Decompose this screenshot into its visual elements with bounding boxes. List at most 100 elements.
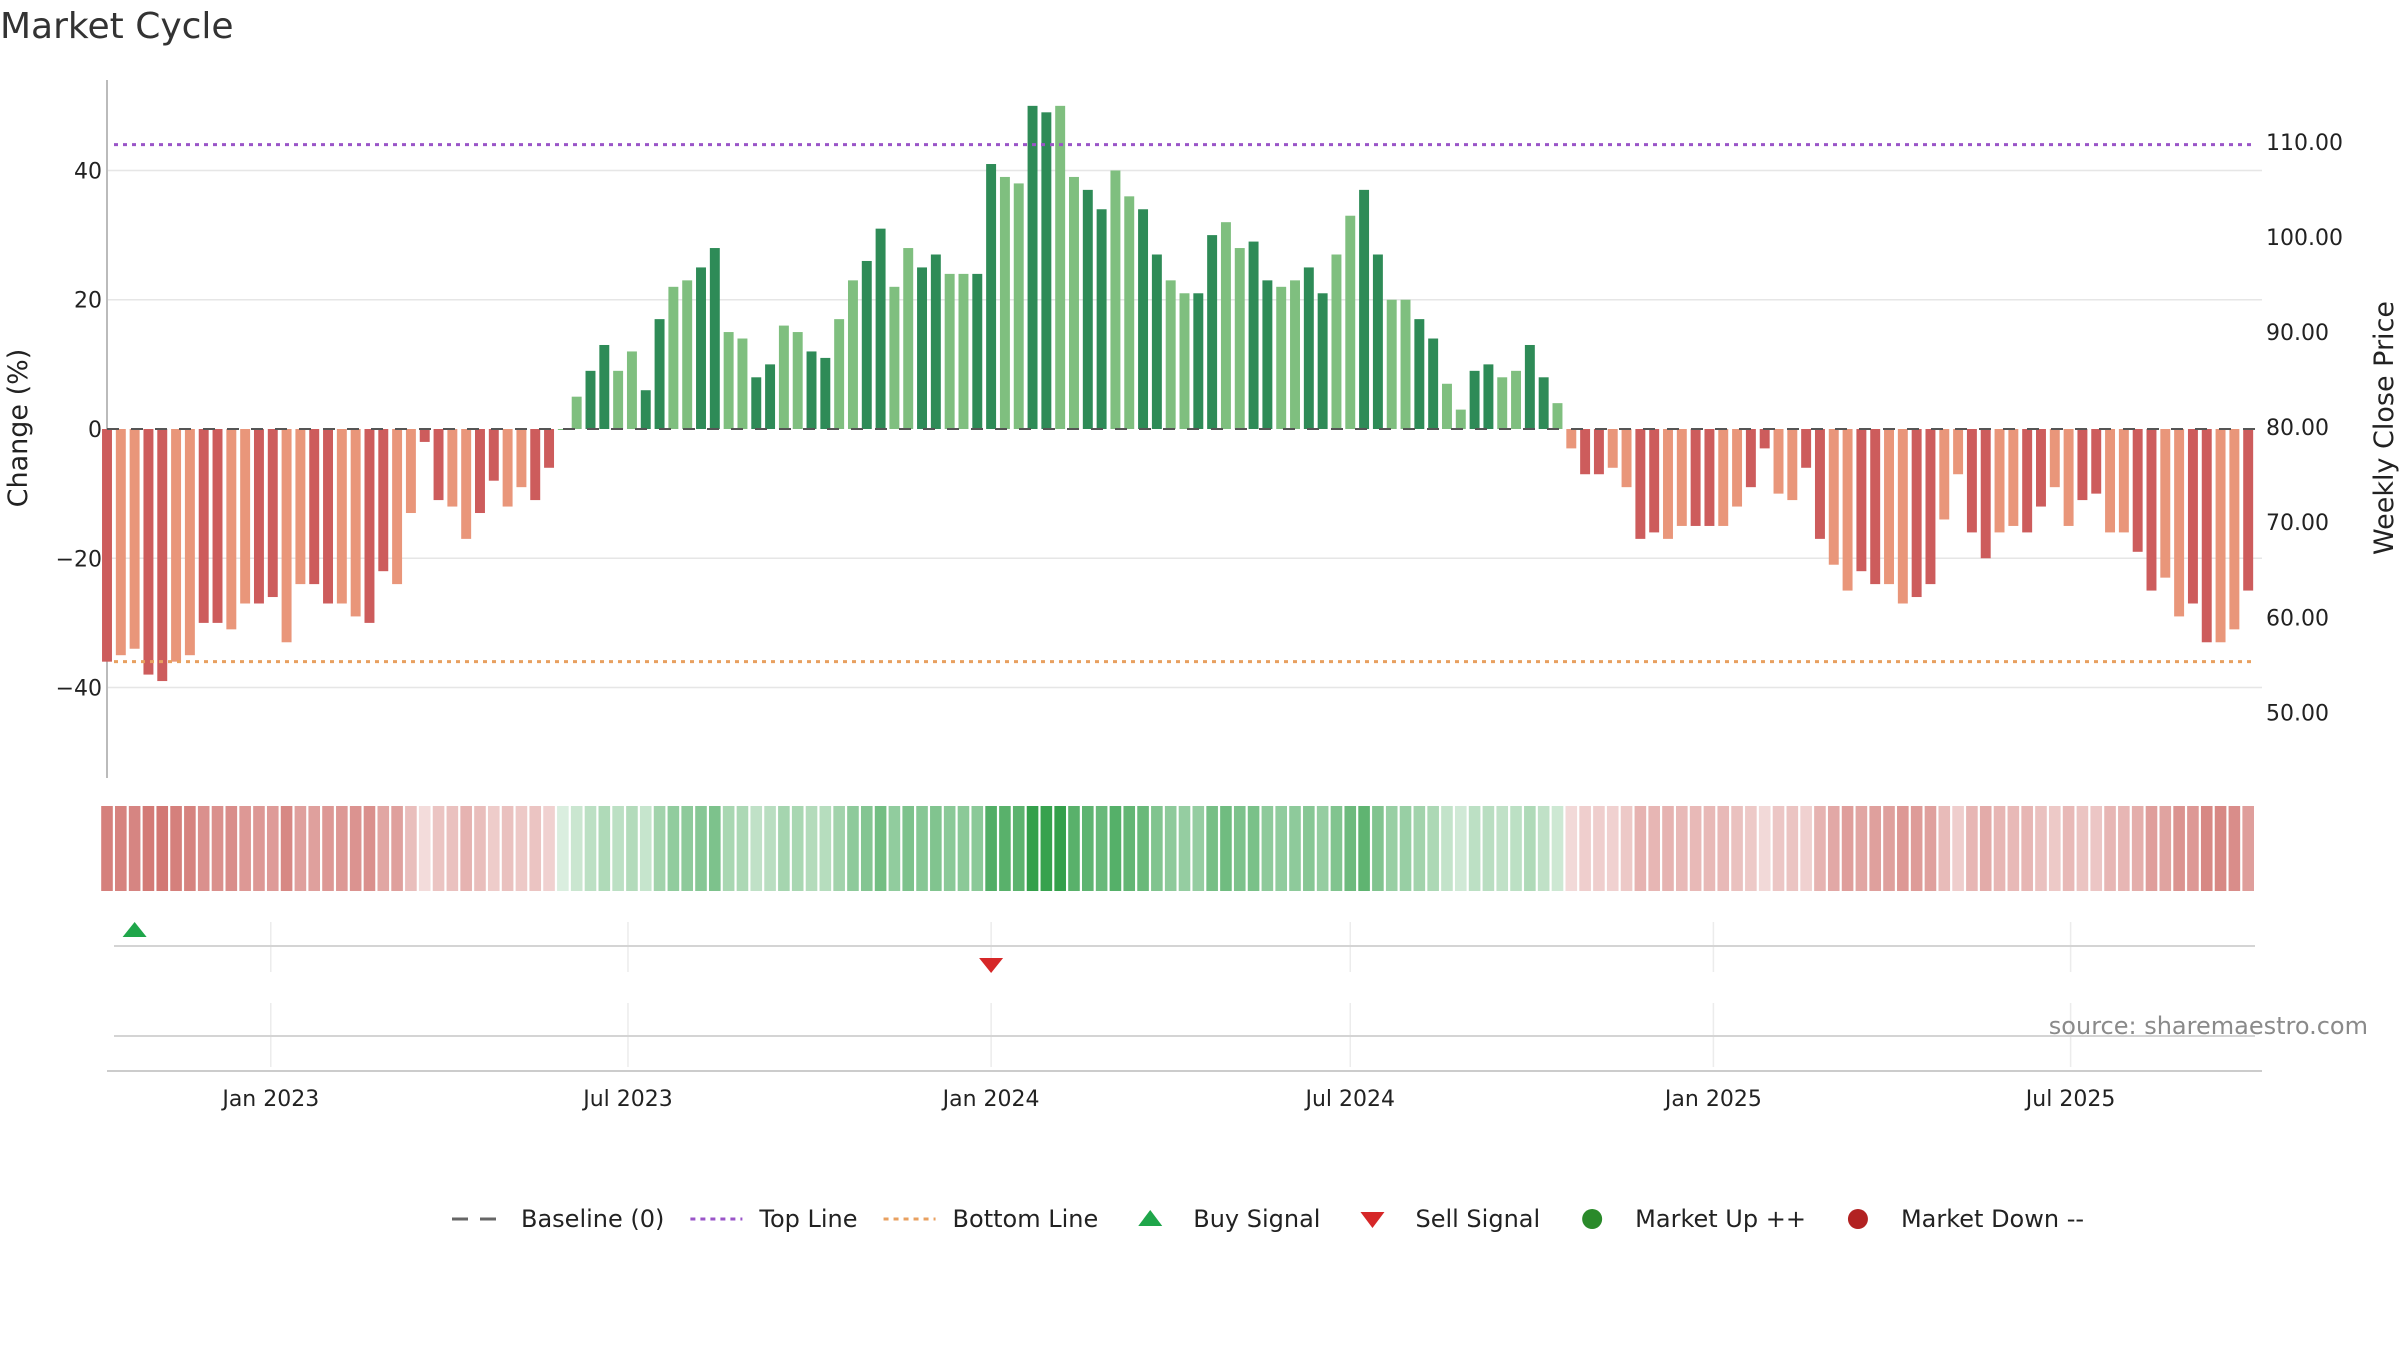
heat-cell [322, 806, 334, 891]
bar [847, 280, 858, 429]
bar [1980, 429, 1991, 559]
bar [1676, 429, 1687, 526]
bar [2229, 429, 2240, 630]
bar [1234, 248, 1245, 429]
heat-cell [1012, 806, 1025, 891]
heat-cell [888, 806, 901, 891]
bar [2215, 429, 2226, 643]
bar [737, 338, 748, 429]
bar [1110, 170, 1121, 429]
bar [723, 332, 734, 429]
bar [930, 254, 941, 429]
heat-cell [2228, 806, 2241, 891]
bar [1787, 429, 1798, 501]
heat-strip [101, 806, 2254, 891]
legend-label: Baseline (0) [521, 1205, 664, 1233]
bar [392, 429, 403, 585]
right-tick-label: 90.00 [2266, 321, 2329, 346]
bar [1082, 189, 1093, 429]
x-axis-ticks: Jan 2023 Jul 2023 Jan 2024 Jul 2024 Jan 2025… [220, 1087, 2115, 1112]
bar [668, 286, 679, 429]
heat-cell [2145, 806, 2158, 891]
bar [323, 429, 333, 604]
bar [1911, 429, 1922, 598]
bar [1469, 370, 1480, 429]
bar [1814, 429, 1825, 539]
bar [806, 351, 817, 429]
heat-cell [722, 806, 735, 891]
heat-cell [294, 806, 307, 891]
heat-cell [1454, 806, 1467, 891]
bar [1096, 209, 1107, 429]
bar [585, 370, 596, 429]
heat-cell [1040, 806, 1053, 891]
bar [2008, 429, 2019, 526]
bar [709, 248, 720, 429]
heat-cell [695, 806, 707, 891]
heat-cell [833, 806, 845, 891]
left-tick-label: −40 [56, 677, 102, 702]
bar [1580, 429, 1591, 475]
legend-marker [1582, 1209, 1603, 1229]
bar [958, 273, 969, 429]
heat-cell [1731, 806, 1743, 891]
right-tick-label: 60.00 [2266, 606, 2329, 631]
heat-cell [1883, 806, 1895, 891]
bar [999, 176, 1010, 429]
bar [1704, 429, 1715, 526]
bar [267, 429, 278, 598]
bar [903, 248, 914, 429]
bar [2174, 429, 2185, 617]
bar [1290, 280, 1300, 429]
bar [682, 280, 693, 429]
heat-cell [1109, 806, 1122, 891]
heat-cell [1620, 806, 1633, 891]
bar [1538, 377, 1549, 429]
heat-cell [1524, 806, 1536, 891]
heat-cell [515, 806, 528, 891]
heat-cell [1164, 806, 1177, 891]
bar [1953, 429, 1964, 475]
heat-cell [2159, 806, 2172, 891]
left-tick-label: 20 [74, 289, 102, 314]
legend-marker [1847, 1209, 1868, 1229]
heat-cell [1537, 806, 1550, 891]
bar [1663, 429, 1673, 539]
heat-cell [2104, 806, 2116, 891]
bar [696, 267, 706, 429]
bar [626, 351, 637, 429]
legend-label: Market Down -- [1901, 1205, 2084, 1233]
heat-cell [1579, 806, 1591, 891]
heat-cell [1993, 806, 2006, 891]
bar [253, 429, 264, 604]
bar [295, 429, 306, 585]
heat-cell [2048, 806, 2061, 891]
chart-title: Market Cycle [0, 6, 234, 47]
bar [1635, 429, 1646, 539]
bar [1414, 319, 1425, 429]
heat-cell [916, 806, 928, 891]
heat-cell [280, 806, 293, 891]
bar [1621, 429, 1632, 488]
heat-cell [1952, 806, 1964, 891]
heat-cell [1910, 806, 1923, 891]
bar [129, 429, 140, 649]
bars [102, 105, 2254, 682]
bar [1732, 429, 1743, 507]
legend-label: Top Line [758, 1205, 857, 1233]
bar [1027, 105, 1038, 429]
bar [1552, 403, 1563, 429]
bar [1207, 235, 1218, 429]
heat-cell [1303, 806, 1315, 891]
bar [944, 273, 955, 429]
bar [1566, 429, 1577, 449]
legend-item: Buy Signal [1138, 1205, 1320, 1233]
heat-cell [1081, 806, 1094, 891]
bar [875, 228, 886, 429]
bar [1966, 429, 1977, 533]
heat-cell [1717, 806, 1730, 891]
heat-cell [1924, 806, 1937, 891]
bar [2077, 429, 2088, 501]
heat-cell [1689, 806, 1702, 891]
